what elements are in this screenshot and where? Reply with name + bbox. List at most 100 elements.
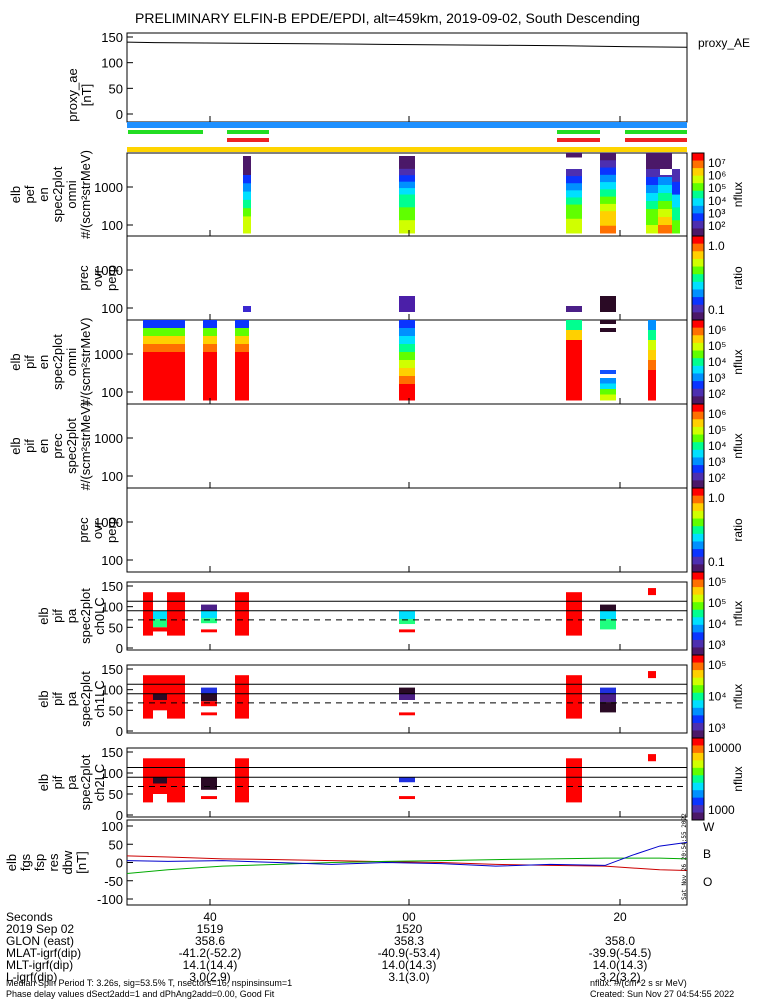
footer-value: 14.0(14.3) <box>593 958 648 972</box>
colorbar-segment <box>692 419 704 428</box>
spectrogram-cell <box>153 320 167 329</box>
spectrogram-cell <box>235 344 249 353</box>
y-axis-label: spec2plot <box>64 418 79 474</box>
footer-value: 358.3 <box>394 934 424 948</box>
colorbar-label: nflux <box>731 182 745 207</box>
legend-label: O <box>703 875 712 889</box>
y-tick-label: 50 <box>109 837 123 852</box>
spectrogram-cell <box>153 392 167 401</box>
spectrogram-cell <box>399 296 415 312</box>
spectrogram-cell <box>167 376 185 385</box>
spectrogram-cell <box>566 218 582 227</box>
colorbar-tick-label: 10⁵ <box>708 423 726 437</box>
status-bar-green <box>227 130 269 134</box>
spectrogram-cell <box>399 220 415 228</box>
y-tick-label: -100 <box>97 892 123 907</box>
pitch-angle-cell <box>600 604 616 611</box>
pitch-angle-cell <box>143 592 153 636</box>
spectrogram-cell <box>143 376 153 385</box>
spectrogram-cell <box>167 384 185 393</box>
spectrogram-cell <box>399 336 415 345</box>
footer-note: Median Spin Period T: 3.26s, sig=53.5% T… <box>6 978 292 988</box>
spectrogram-cell <box>203 368 217 377</box>
y-axis-label: elb <box>36 690 51 707</box>
spectrogram-cell <box>646 169 658 178</box>
colorbar-segment <box>692 457 704 466</box>
spectrogram-cell <box>143 384 153 393</box>
colorbar-segment <box>692 411 704 420</box>
y-tick-label: 100 <box>101 819 123 834</box>
spectrogram-cell <box>399 320 415 329</box>
spectrogram-cell <box>600 153 616 161</box>
colorbar-tick-label: 10³ <box>708 206 725 220</box>
spectrogram-cell <box>243 216 251 226</box>
colorbar-segment <box>692 304 704 313</box>
y-axis-label: elb <box>8 353 23 370</box>
colorbar-tick-label: 10⁶ <box>708 323 726 337</box>
colorbar-segment <box>692 639 704 648</box>
spectrogram-cell <box>658 217 672 226</box>
spectrogram-cell <box>648 390 656 401</box>
footer-units: nflux: #/(cm^2 s sr MeV) <box>590 978 687 988</box>
pitch-angle-cell <box>600 619 616 630</box>
spectrogram-cell <box>672 169 680 183</box>
colorbar-segment <box>692 404 704 413</box>
spectrogram-cell <box>600 394 616 401</box>
status-bar-yellow <box>127 147 687 152</box>
spectrogram-cell <box>672 220 680 234</box>
colorbar-segment <box>692 685 704 694</box>
y-axis-label: ch1LC <box>92 680 107 718</box>
colorbar-tick-label: 10⁶ <box>708 407 726 421</box>
spectrogram-cell <box>167 368 185 377</box>
spectrogram-cell <box>399 181 415 189</box>
pitch-angle-cell <box>648 671 656 679</box>
colorbar-segment <box>692 480 704 489</box>
spectrogram-cell <box>167 352 185 361</box>
y-tick-label: 0 <box>116 856 123 871</box>
spectrogram-cell <box>153 360 167 369</box>
pitch-angle-cell <box>167 675 185 719</box>
colorbar-segment <box>692 289 704 298</box>
spectrogram-cell <box>566 169 582 177</box>
spectrogram-cell <box>243 183 251 193</box>
colorbar-segment <box>692 549 704 558</box>
footer-label: L-igrf(dip) <box>6 970 57 984</box>
spectrogram-cell <box>243 306 251 312</box>
colorbar-tick-label: 10000 <box>708 741 742 755</box>
spectrogram-cell <box>566 380 582 391</box>
timestamp-stamp: Sat Nov 26 20:54:55 2022 <box>681 813 688 900</box>
spectrogram-cell <box>203 344 217 353</box>
footer-label: GLON (east) <box>6 934 74 948</box>
spectrogram-cell <box>203 360 217 369</box>
status-bar-red <box>557 138 600 142</box>
spectrogram-cell <box>153 376 167 385</box>
colorbar-tick-label: 10³ <box>708 721 725 735</box>
colorbar-segment <box>692 730 704 739</box>
colorbar-segment <box>692 297 704 306</box>
spectrogram-cell <box>235 360 249 369</box>
spectrogram-cell <box>143 344 153 353</box>
y-axis-label: elb <box>8 186 23 203</box>
pitch-angle-cell <box>153 700 167 711</box>
spectrogram-cell <box>600 203 616 212</box>
y-axis-label: fgs <box>18 853 33 871</box>
colorbar-segment <box>692 281 704 290</box>
spectrogram-cell <box>235 376 249 385</box>
colorbar-segment <box>692 775 704 784</box>
y-tick-label: 150 <box>101 579 123 594</box>
colorbar-segment <box>692 175 704 184</box>
y-axis-label: pif <box>22 355 37 369</box>
panel-frame <box>126 747 688 818</box>
spectrogram-cell <box>566 390 582 401</box>
y-axis-label: #/(scm²strMeV) <box>78 402 93 491</box>
spectrogram-cell <box>646 177 658 186</box>
spectrogram-cell <box>646 201 658 210</box>
spectrogram-cell <box>235 328 249 337</box>
y-axis-label: pa <box>64 608 79 623</box>
colorbar-tick-label: 10² <box>708 219 725 233</box>
colorbar-segment <box>692 228 704 237</box>
spectrogram-cell <box>648 320 656 331</box>
pitch-angle-cell <box>201 618 217 624</box>
y-tick-label: 0 <box>116 107 123 122</box>
spectrogram-cell <box>566 225 582 234</box>
